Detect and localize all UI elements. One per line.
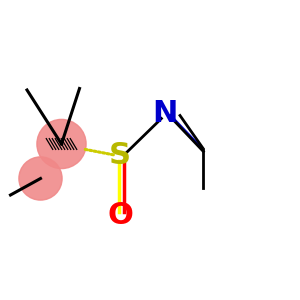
Text: O: O: [107, 202, 133, 230]
Circle shape: [37, 119, 86, 169]
Circle shape: [19, 157, 62, 200]
Text: N: N: [152, 100, 178, 128]
Text: S: S: [109, 142, 131, 170]
